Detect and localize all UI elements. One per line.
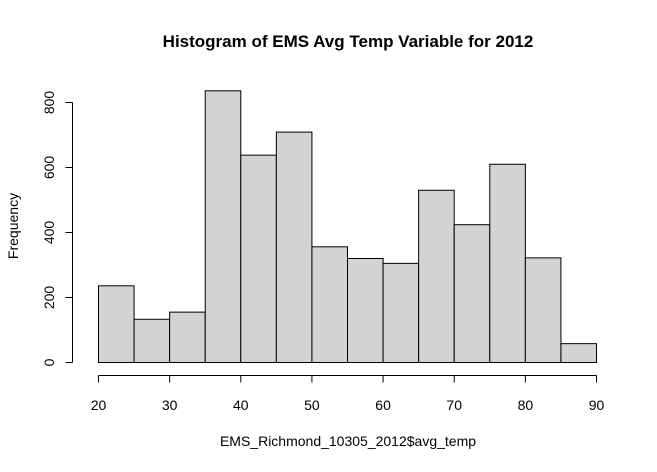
x-axis: 20 30 40 50 60 70 80 90 [91,375,605,413]
histogram-bar [311,246,348,363]
histogram-bar [169,311,206,363]
x-tick-label: 30 [162,397,178,413]
y-tick-label: 0 [41,358,57,366]
histogram-bar [133,318,171,363]
y-axis: 0 200 400 600 800 [41,91,73,366]
x-tick-label: 40 [233,397,249,413]
x-tick-label: 80 [518,397,534,413]
chart-title: Histogram of EMS Avg Temp Variable for 2… [163,32,534,51]
y-tick-label: 200 [41,286,57,310]
histogram-bar [98,285,135,363]
y-tick-label: 400 [41,221,57,245]
histogram-bar [275,131,313,363]
histogram-bar [489,163,526,363]
bars-group [98,90,598,364]
histogram-bar [347,258,384,363]
x-tick-label: 70 [446,397,462,413]
histogram-bar [240,154,277,363]
histogram-bar [560,343,598,363]
histogram-bar [382,262,420,363]
y-tick-label: 600 [41,156,57,180]
x-tick-label: 60 [375,397,391,413]
x-tick-label: 90 [589,397,605,413]
x-axis-label: EMS_Richmond_10305_2012$avg_temp [220,433,476,449]
histogram-bar [524,257,562,364]
x-tick-label: 50 [304,397,320,413]
y-axis-label: Frequency [5,193,21,259]
histogram-bar [418,189,455,363]
y-tick-label: 800 [41,91,57,115]
histogram-bar [204,90,242,364]
x-tick-label: 20 [91,397,107,413]
histogram-bar [453,224,491,363]
